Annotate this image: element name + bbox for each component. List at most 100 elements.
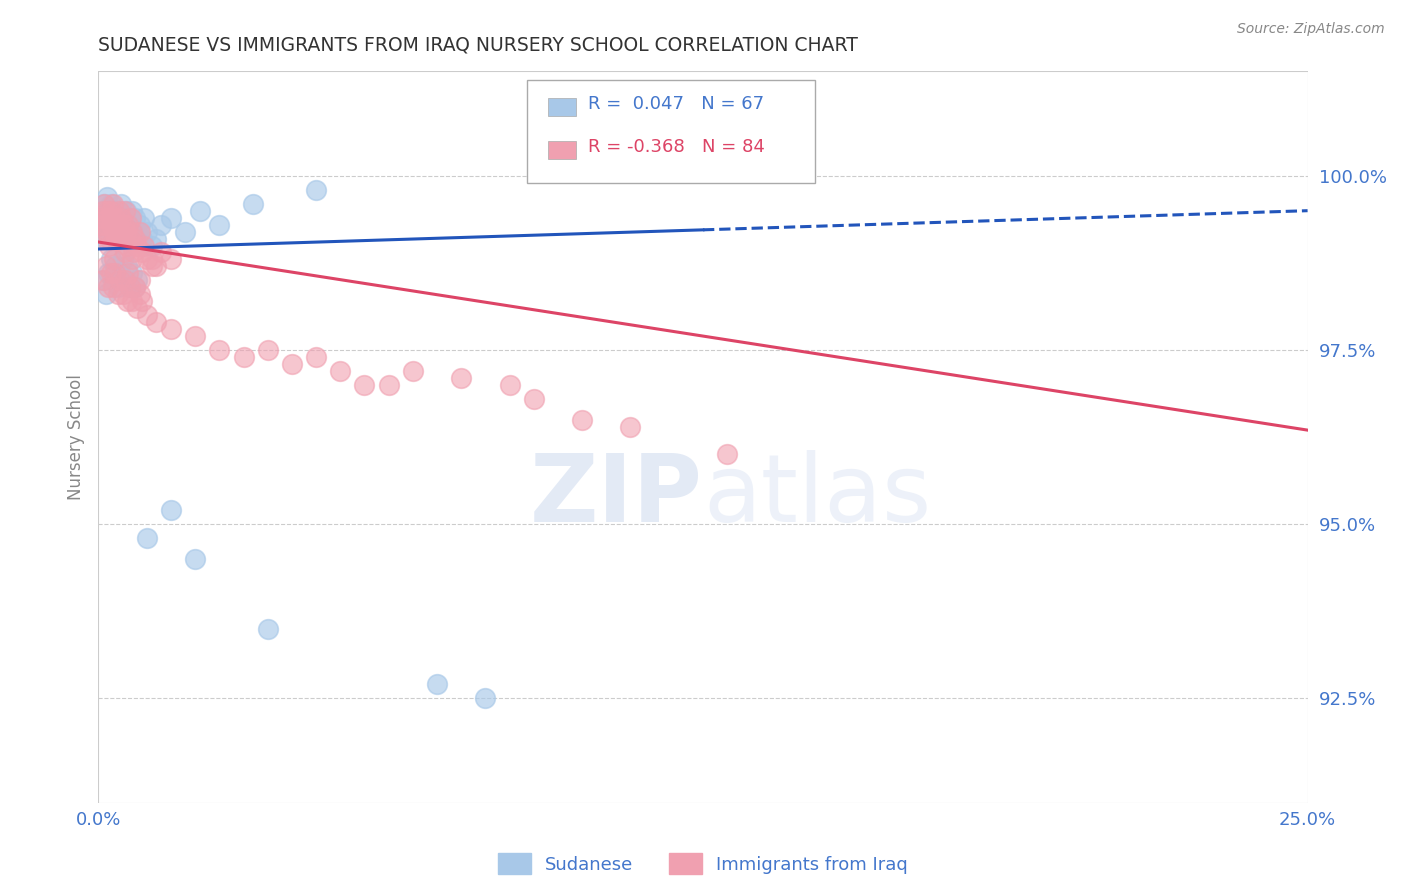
Point [96, 203, 118, 218]
Point [115, 203, 138, 218]
Point [101, 280, 124, 294]
Point [107, 280, 129, 294]
Point [122, 225, 145, 239]
Point [108, 225, 131, 239]
Point [160, 322, 183, 336]
Point [256, 622, 278, 636]
Point [107, 287, 129, 301]
Point [305, 350, 328, 364]
Point [104, 266, 127, 280]
Point [145, 231, 167, 245]
Text: ZIP: ZIP [530, 450, 703, 541]
Point [188, 203, 211, 218]
Point [120, 218, 142, 232]
Point [91, 218, 114, 232]
Point [127, 225, 149, 239]
Point [184, 552, 207, 566]
Point [108, 266, 131, 280]
Point [377, 377, 399, 392]
Point [135, 252, 157, 267]
Point [98, 231, 121, 245]
Point [426, 677, 449, 691]
Point [105, 231, 128, 245]
Point [105, 231, 128, 245]
Point [90, 211, 112, 225]
Point [242, 196, 264, 211]
Point [90, 218, 112, 232]
Point [135, 531, 157, 545]
Point [141, 238, 163, 252]
Point [108, 273, 131, 287]
Point [96, 203, 118, 218]
Point [115, 225, 138, 239]
Point [91, 225, 114, 239]
Point [114, 273, 136, 287]
Point [114, 245, 136, 260]
Point [112, 231, 135, 245]
Point [110, 211, 132, 225]
Text: Source: ZipAtlas.com: Source: ZipAtlas.com [1237, 22, 1385, 37]
Point [281, 357, 304, 371]
Point [128, 225, 150, 239]
Point [118, 280, 141, 294]
Point [112, 218, 135, 232]
Point [174, 225, 197, 239]
Point [121, 266, 143, 280]
Point [118, 231, 141, 245]
Point [104, 211, 127, 225]
Point [619, 419, 641, 434]
Point [208, 218, 231, 232]
Point [96, 190, 118, 204]
Point [141, 260, 163, 274]
Point [91, 203, 114, 218]
Point [103, 225, 125, 239]
Point [101, 273, 124, 287]
Point [122, 245, 145, 260]
Point [98, 238, 121, 252]
Point [97, 280, 120, 294]
Point [256, 343, 278, 357]
Point [450, 371, 472, 385]
Point [232, 350, 254, 364]
Point [150, 218, 173, 232]
Point [117, 238, 139, 252]
Point [90, 203, 112, 218]
Point [108, 231, 131, 245]
Point [94, 287, 117, 301]
Point [100, 218, 122, 232]
Point [128, 287, 150, 301]
Point [100, 203, 122, 218]
Text: R =  0.047   N = 67: R = 0.047 N = 67 [588, 95, 763, 113]
Point [117, 294, 139, 309]
Point [121, 252, 143, 267]
Point [121, 203, 143, 218]
Point [104, 260, 127, 274]
Point [107, 218, 129, 232]
Point [353, 377, 375, 392]
Text: SUDANESE VS IMMIGRANTS FROM IRAQ NURSERY SCHOOL CORRELATION CHART: SUDANESE VS IMMIGRANTS FROM IRAQ NURSERY… [98, 36, 858, 54]
Point [571, 412, 593, 426]
Point [120, 211, 142, 225]
Point [145, 315, 167, 329]
Point [128, 218, 150, 232]
Point [141, 252, 163, 267]
Point [108, 225, 131, 239]
Point [117, 266, 139, 280]
Point [160, 211, 183, 225]
Point [100, 218, 122, 232]
Point [91, 211, 114, 225]
Point [121, 294, 143, 309]
Point [160, 503, 183, 517]
Point [110, 196, 132, 211]
Point [117, 211, 139, 225]
Point [474, 691, 496, 706]
Text: R = -0.368   N = 84: R = -0.368 N = 84 [588, 138, 765, 156]
Point [107, 218, 129, 232]
Point [124, 280, 146, 294]
Point [107, 203, 129, 218]
Point [94, 260, 117, 274]
Point [97, 266, 120, 280]
Point [184, 329, 207, 343]
Point [103, 252, 125, 267]
Point [101, 196, 124, 211]
